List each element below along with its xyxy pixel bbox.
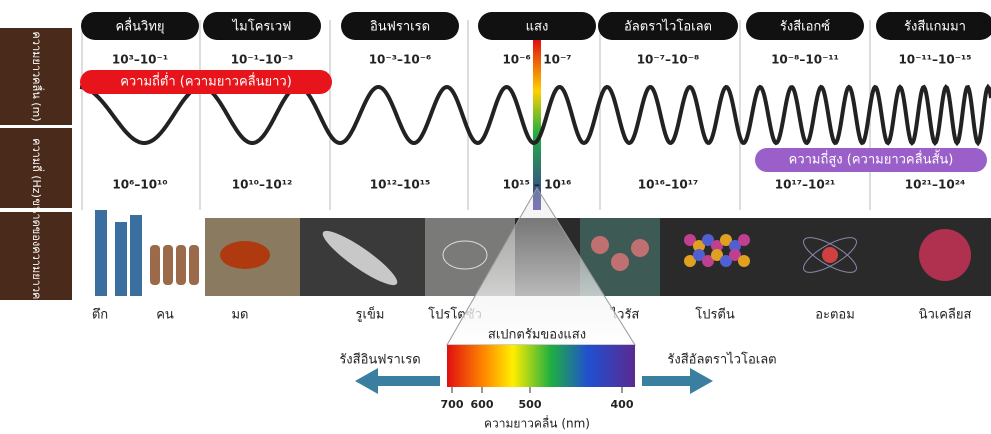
object-label: นิวเคลียส: [919, 307, 972, 323]
protein: [729, 249, 741, 261]
protozoa: [442, 240, 488, 270]
row-label: ความยาวคลื่น (m): [30, 31, 45, 121]
protein: [711, 240, 723, 252]
wave: [79, 83, 991, 147]
spectrum-tick-label: 400: [611, 398, 634, 411]
protein: [702, 234, 714, 246]
person: [189, 245, 199, 285]
wavelength-range: 10⁻⁸–10⁻¹¹: [771, 53, 839, 67]
needle: [322, 230, 398, 286]
wavelength-range: 10⁻¹–10⁻³: [231, 53, 294, 67]
high-frequency-pill: [755, 148, 987, 172]
protein: [684, 234, 696, 246]
band-pill: [876, 12, 991, 40]
wavelength-range: 10⁻⁶ 10⁻⁷: [502, 53, 571, 67]
virus: [631, 239, 649, 257]
building: [115, 222, 127, 296]
spectrum-tick-label: 700: [441, 398, 464, 411]
object-label: อะตอม: [815, 308, 855, 323]
arrow-right: [642, 368, 713, 394]
band-pill: [746, 12, 864, 40]
orbit: [803, 237, 857, 273]
spectrum-axis-label: ความยาวคลื่น (nm): [484, 415, 590, 431]
protein: [738, 234, 750, 246]
spectrum-tick-label: 500: [519, 398, 542, 411]
virus: [611, 253, 629, 271]
wavelength-range: 10³–10⁻¹: [112, 53, 168, 67]
protein: [693, 240, 705, 252]
building: [95, 210, 107, 296]
row-label: ขนาดของความยาวคลื่น: [30, 198, 45, 314]
wavelength-range: 10⁻¹¹–10⁻¹⁵: [898, 53, 971, 67]
frequency-range: 10¹⁵ – 10¹⁶: [503, 178, 572, 192]
spectrum-bar: [447, 345, 635, 387]
band-pill: [81, 12, 199, 40]
band-name: อินฟราเรด: [370, 20, 430, 35]
protein: [711, 249, 723, 261]
band-name: แสง: [526, 20, 549, 35]
protein: [693, 249, 705, 261]
spectrum-tick-label: 600: [471, 398, 494, 411]
person: [150, 245, 160, 285]
ant: [220, 241, 270, 269]
object-label: รูเข็ม: [356, 305, 385, 323]
frequency-range: 10¹²–10¹⁵: [370, 178, 430, 192]
visible-strip: [533, 40, 541, 210]
protein: [729, 240, 741, 252]
band-pill: [598, 12, 738, 40]
virus: [591, 236, 609, 254]
spectrum-title: สเปกตรัมของแสง: [488, 328, 586, 343]
frequency-range: 10⁶–10¹⁰: [112, 178, 167, 192]
arrow-left: [355, 368, 440, 394]
high-frequency-label: ความถี่สูง (ความยาวคลื่นสั้น): [789, 150, 954, 168]
wavelength-range: 10⁻³–10⁻⁶: [369, 53, 432, 67]
row-label: ความถี่ (Hz): [30, 138, 45, 198]
row-label-box: [0, 28, 72, 125]
band-pill: [478, 12, 596, 40]
band-name: รังสีแกมมา: [904, 19, 966, 35]
atom: [822, 247, 838, 263]
band-name: คลื่นวิทยุ: [115, 18, 164, 35]
object-label: โปรตีน: [695, 307, 735, 323]
frequency-range: 10¹⁶–10¹⁷: [638, 178, 698, 192]
object-label: คน: [156, 308, 174, 323]
frequency-range: 10²¹–10²⁴: [905, 178, 965, 192]
band-pill: [203, 12, 321, 40]
band-name: รังสีเอกซ์: [780, 19, 830, 35]
protein: [702, 255, 714, 267]
frequency-range: 10¹⁰–10¹²: [232, 178, 292, 192]
low-frequency-pill: [80, 70, 332, 94]
row-label-box: [0, 128, 72, 208]
object-label: มด: [231, 308, 248, 323]
protein: [684, 255, 696, 267]
frequency-range: 10¹⁷–10²¹: [775, 178, 835, 192]
band-pill: [341, 12, 459, 40]
nucleus: [919, 229, 971, 281]
protein: [720, 255, 732, 267]
person: [163, 245, 173, 285]
ultraviolet-label: รังสีอัลตราไวโอเลต: [667, 352, 776, 368]
band-name: ไมโครเวฟ: [232, 19, 292, 35]
person: [176, 245, 186, 285]
wavelength-range: 10⁻⁷–10⁻⁸: [637, 53, 700, 67]
orbit: [803, 237, 857, 273]
building: [130, 215, 142, 296]
band-name: อัลตราไวโอเลต: [624, 19, 712, 35]
object-label: ตึก: [92, 308, 108, 323]
protein: [738, 255, 750, 267]
protein: [720, 234, 732, 246]
low-frequency-label: ความถี่ต่ำ (ความยาวคลื่นยาว): [120, 73, 292, 90]
row-label-box: [0, 212, 72, 300]
infrared-label: รังสีอินฟราเรด: [339, 352, 420, 368]
